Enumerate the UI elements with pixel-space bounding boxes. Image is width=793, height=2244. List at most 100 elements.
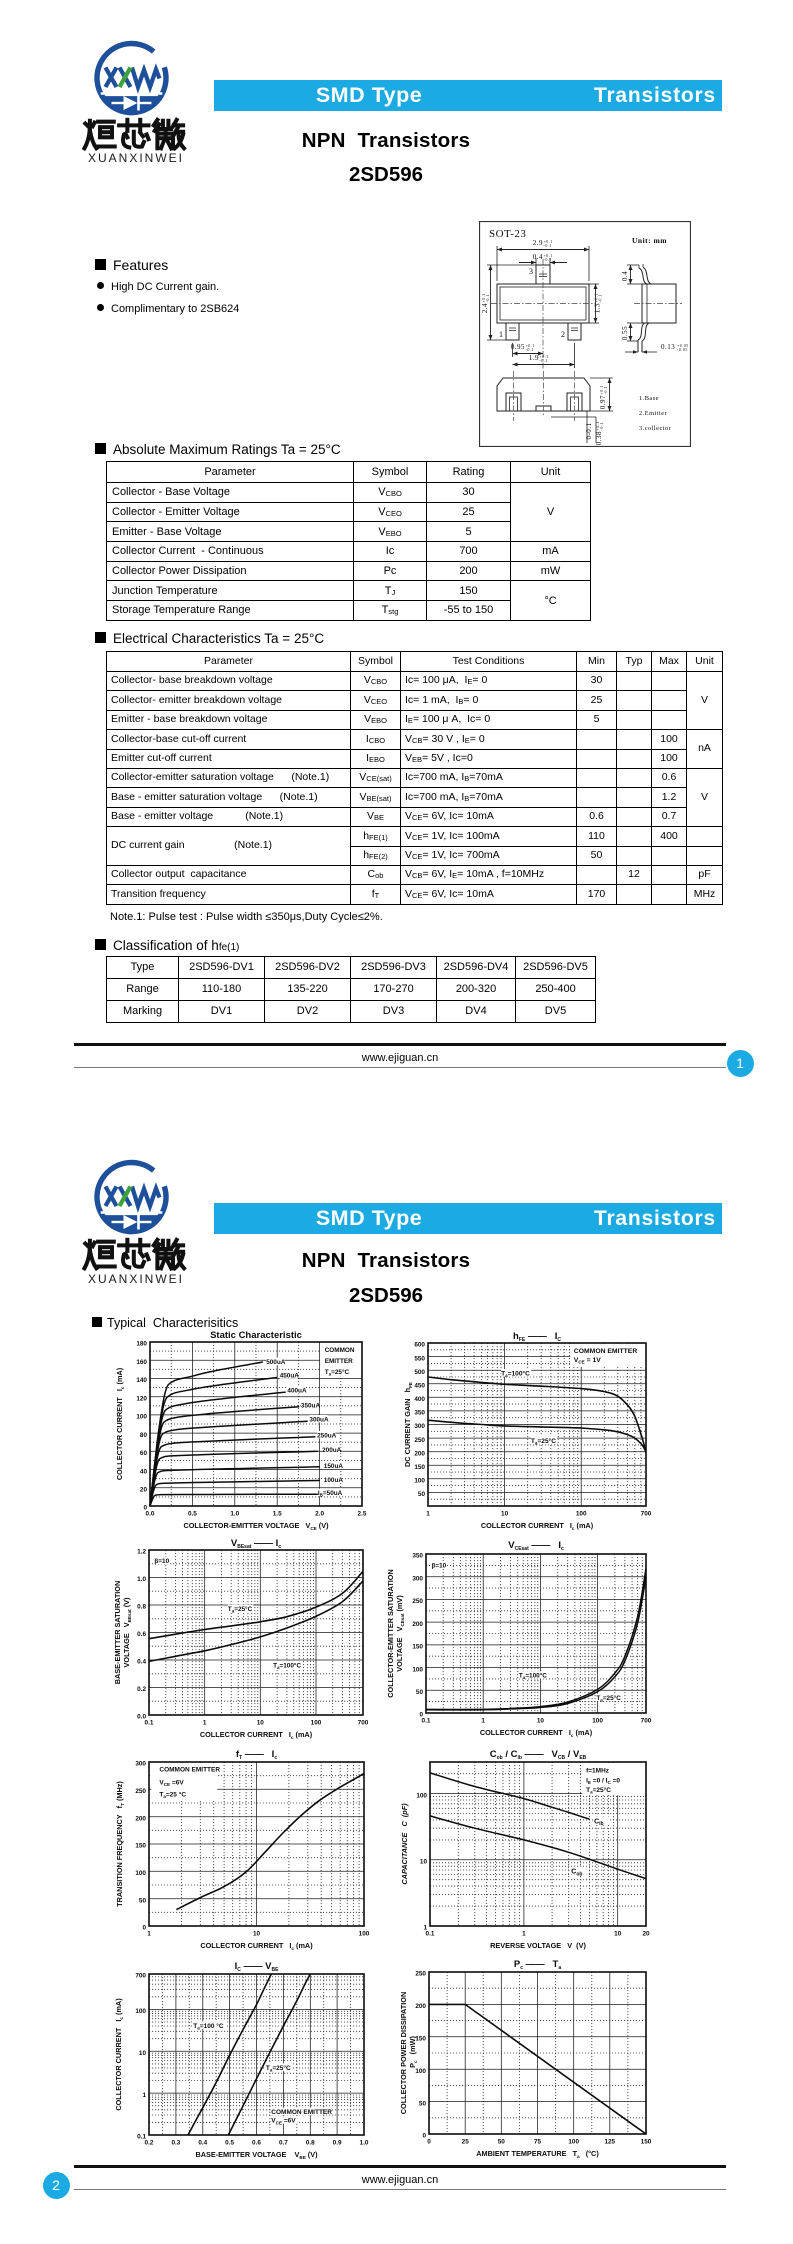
svg-text:200: 200 bbox=[414, 1450, 425, 1457]
svg-text:500uA: 500uA bbox=[266, 1359, 286, 1366]
svg-text:200: 200 bbox=[135, 1815, 146, 1822]
svg-text:100: 100 bbox=[414, 1477, 425, 1484]
svg-text:0.8: 0.8 bbox=[137, 1604, 146, 1611]
svg-text:β=10: β=10 bbox=[154, 1558, 169, 1565]
svg-text:COLLECTOR CURRENT Ic (mA): COLLECTOR CURRENT Ic (mA) bbox=[114, 1998, 124, 2111]
svg-text:100: 100 bbox=[412, 1666, 423, 1673]
svg-text:-0.1: -0.1 bbox=[597, 294, 602, 302]
svg-text:f=1MHz: f=1MHz bbox=[586, 1767, 610, 1774]
svg-text:0.55: 0.55 bbox=[621, 326, 629, 340]
svg-text:1: 1 bbox=[522, 1931, 526, 1938]
svg-text:VCE =6V: VCE =6V bbox=[159, 1779, 184, 1787]
svg-text:Cob / Cib —— VCB / VEB: Cob / Cib —— VCB / VEB bbox=[490, 1749, 587, 1761]
svg-text:0.1: 0.1 bbox=[426, 1931, 435, 1938]
svg-text:0.8: 0.8 bbox=[306, 2140, 315, 2147]
svg-text:IB=50uA: IB=50uA bbox=[318, 1490, 343, 1498]
svg-text:0.1: 0.1 bbox=[137, 2134, 146, 2141]
svg-text:50: 50 bbox=[418, 1491, 426, 1498]
svg-text:100uA: 100uA bbox=[324, 1477, 344, 1484]
svg-text:450: 450 bbox=[414, 1382, 425, 1389]
svg-text:Static Characteristic: Static Characteristic bbox=[210, 1330, 302, 1341]
svg-text:150: 150 bbox=[415, 2035, 426, 2042]
svg-text:10: 10 bbox=[614, 1931, 622, 1938]
svg-text:100: 100 bbox=[135, 1870, 146, 1877]
svg-text:COLLECTOR CURRENT Ic (mA): COLLECTOR CURRENT Ic (mA) bbox=[200, 1941, 313, 1951]
svg-text:2.0: 2.0 bbox=[315, 1511, 324, 1518]
svg-text:Pc (mW): Pc (mW) bbox=[408, 2036, 418, 2070]
svg-text:200: 200 bbox=[415, 2003, 426, 2010]
svg-text:+0.1: +0.1 bbox=[599, 385, 604, 394]
svg-text:+0.1: +0.1 bbox=[544, 239, 553, 244]
svg-text:150uA: 150uA bbox=[324, 1463, 344, 1470]
svg-text:0.3: 0.3 bbox=[171, 2140, 180, 2147]
svg-text:1.Base: 1.Base bbox=[639, 395, 659, 402]
svg-text:50: 50 bbox=[498, 2139, 506, 2146]
svg-text:+0.1: +0.1 bbox=[540, 354, 549, 359]
svg-text:160: 160 bbox=[136, 1359, 147, 1366]
svg-text:+0.05: +0.05 bbox=[677, 343, 689, 348]
svg-text:50: 50 bbox=[416, 1689, 424, 1696]
svg-text:1.0: 1.0 bbox=[137, 1576, 146, 1583]
svg-text:2.Emitter: 2.Emitter bbox=[639, 410, 668, 417]
svg-text:1.0: 1.0 bbox=[230, 1511, 239, 1518]
svg-text:10: 10 bbox=[501, 1511, 509, 1518]
svg-text:0: 0 bbox=[143, 1505, 147, 1512]
svg-text:0.4: 0.4 bbox=[533, 253, 543, 261]
svg-text:10: 10 bbox=[253, 1931, 261, 1938]
svg-text:0.0: 0.0 bbox=[137, 1714, 146, 1721]
svg-text:Cob: Cob bbox=[571, 1869, 582, 1878]
svg-text:Pc —— Ta: Pc —— Ta bbox=[514, 1959, 562, 1971]
svg-text:550: 550 bbox=[414, 1355, 425, 1362]
svg-text:50: 50 bbox=[419, 2100, 427, 2107]
svg-text:140: 140 bbox=[136, 1377, 147, 1384]
svg-text:100: 100 bbox=[416, 1792, 427, 1799]
svg-text:COLLECTOR CURRENT Ic (mA): COLLECTOR CURRENT Ic (mA) bbox=[481, 1521, 594, 1531]
svg-text:1.2: 1.2 bbox=[137, 1549, 146, 1556]
svg-text:350uA: 350uA bbox=[301, 1402, 321, 1409]
svg-text:Ta=25 °C: Ta=25 °C bbox=[159, 1790, 186, 1799]
svg-text:150: 150 bbox=[135, 1843, 146, 1850]
svg-text:COMMON: COMMON bbox=[325, 1347, 355, 1354]
svg-text:10: 10 bbox=[420, 1858, 428, 1865]
svg-text:AMBIENT TEMPERATURE Ta (°C: AMBIENT TEMPERATURE Ta (°C) bbox=[476, 2149, 599, 2159]
svg-text:2.4: 2.4 bbox=[481, 303, 489, 313]
svg-text:DC CURRENT GAIN hFE: DC CURRENT GAIN hFE bbox=[403, 1382, 413, 1467]
svg-text:75: 75 bbox=[534, 2139, 542, 2146]
svg-text:-0.1: -0.1 bbox=[603, 386, 608, 394]
svg-text:1: 1 bbox=[481, 1718, 485, 1725]
svg-text:Ta=100°C: Ta=100°C bbox=[273, 1662, 301, 1671]
svg-text:300: 300 bbox=[412, 1575, 423, 1582]
svg-text:2: 2 bbox=[561, 330, 566, 339]
svg-text:300: 300 bbox=[414, 1423, 425, 1430]
svg-text:250: 250 bbox=[135, 1788, 146, 1795]
svg-text:200: 200 bbox=[412, 1621, 423, 1628]
svg-text:1.3: 1.3 bbox=[594, 303, 602, 313]
svg-text:250: 250 bbox=[414, 1437, 425, 1444]
svg-text:VCE = 1V: VCE = 1V bbox=[574, 1357, 601, 1365]
svg-text:1.0: 1.0 bbox=[360, 2140, 369, 2147]
svg-text:Cib: Cib bbox=[594, 1818, 604, 1827]
svg-text:0.1: 0.1 bbox=[145, 1720, 154, 1727]
svg-text:fT —— Ic: fT —— Ic bbox=[236, 1749, 277, 1761]
svg-text:250: 250 bbox=[412, 1598, 423, 1605]
svg-text:100: 100 bbox=[576, 1511, 587, 1518]
svg-text:50: 50 bbox=[139, 1897, 147, 1904]
svg-text:1: 1 bbox=[147, 1931, 151, 1938]
svg-text:2.9: 2.9 bbox=[533, 239, 543, 247]
svg-text:0-0.1: 0-0.1 bbox=[585, 422, 593, 439]
svg-text:125: 125 bbox=[604, 2139, 615, 2146]
svg-text:0.38: 0.38 bbox=[595, 431, 603, 445]
svg-text:-0.1: -0.1 bbox=[599, 422, 604, 430]
svg-text:VOLTAGE VBEsat (V): VOLTAGE VBEsat (V) bbox=[122, 1597, 132, 1668]
svg-text:0.4: 0.4 bbox=[621, 271, 629, 281]
svg-text:-0.1: -0.1 bbox=[544, 257, 552, 262]
svg-text:100: 100 bbox=[415, 2068, 426, 2075]
svg-text:-0.1: -0.1 bbox=[485, 294, 490, 302]
svg-text:3: 3 bbox=[529, 267, 534, 276]
svg-text:2.5: 2.5 bbox=[358, 1511, 367, 1518]
svg-text:25: 25 bbox=[462, 2139, 470, 2146]
svg-text:1: 1 bbox=[142, 2092, 146, 2099]
svg-text:20: 20 bbox=[140, 1486, 148, 1493]
svg-text:-0.1: -0.1 bbox=[544, 243, 552, 248]
svg-text:0.95: 0.95 bbox=[511, 343, 525, 351]
